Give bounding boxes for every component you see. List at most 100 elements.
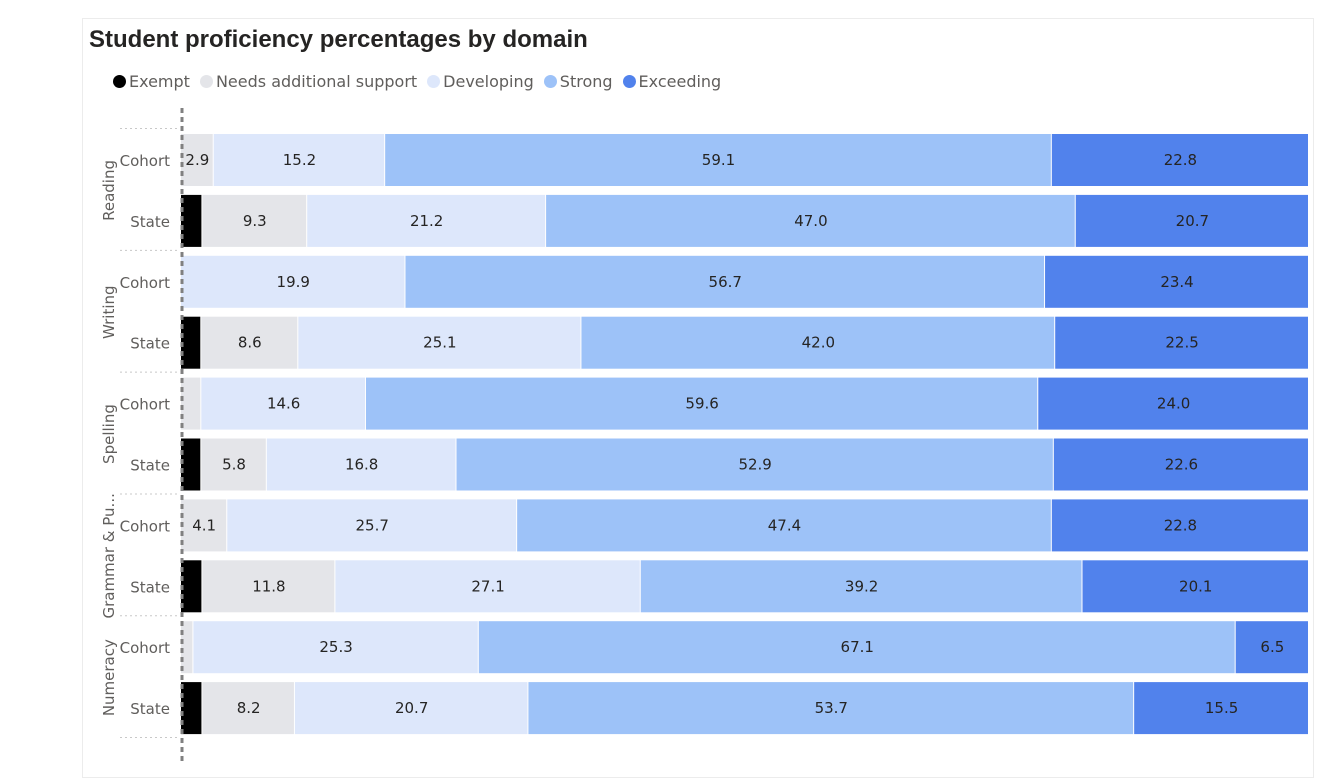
bar-reading-state-developing[interactable] bbox=[307, 194, 546, 247]
data-label-spelling-state-exceeding: 22.6 bbox=[1165, 456, 1198, 474]
data-label-writing-state-exceeding: 22.5 bbox=[1165, 334, 1198, 352]
data-label-reading-cohort-needs-additional-support: 2.9 bbox=[185, 151, 209, 169]
bar-grammar-pu-cohort-needs-additional-support[interactable] bbox=[181, 499, 227, 552]
data-label-reading-state-exceeding: 20.7 bbox=[1176, 212, 1209, 230]
data-label-numeracy-cohort-exceeding: 6.5 bbox=[1260, 638, 1284, 656]
bar-grammar-pu-state-strong[interactable] bbox=[640, 560, 1082, 613]
legend-item-needs-additional-support[interactable]: Needs additional support bbox=[199, 71, 418, 91]
data-label-numeracy-state-needs-additional-support: 8.2 bbox=[237, 699, 261, 717]
bar-numeracy-state-strong[interactable] bbox=[528, 682, 1134, 735]
bar-writing-state-developing[interactable] bbox=[298, 316, 581, 369]
row-label-numeracy-cohort: Cohort bbox=[120, 639, 171, 657]
bar-numeracy-cohort-developing[interactable] bbox=[193, 621, 478, 674]
data-label-spelling-cohort-strong: 59.6 bbox=[685, 395, 718, 413]
chart-title: Student proficiency percentages by domai… bbox=[89, 26, 588, 53]
bar-spelling-cohort-needs-additional-support[interactable] bbox=[181, 377, 201, 430]
legend-label-needs-additional-support: Needs additional support bbox=[215, 71, 418, 91]
bar-writing-state-exempt[interactable] bbox=[181, 316, 201, 369]
bar-grammar-pu-state-exceeding[interactable] bbox=[1082, 560, 1308, 613]
data-label-grammar-pu-cohort-developing: 25.7 bbox=[355, 516, 388, 534]
group-label-numeracy: Numeracy bbox=[100, 639, 118, 716]
data-label-writing-state-needs-additional-support: 8.6 bbox=[238, 334, 262, 352]
group-label-reading: Reading bbox=[100, 160, 118, 221]
bar-writing-cohort-exceeding[interactable] bbox=[1045, 255, 1308, 308]
data-label-spelling-cohort-developing: 14.6 bbox=[267, 395, 300, 413]
data-label-writing-cohort-strong: 56.7 bbox=[709, 273, 742, 291]
bar-reading-cohort-exceeding[interactable] bbox=[1051, 134, 1308, 186]
data-label-reading-cohort-exceeding: 22.8 bbox=[1164, 151, 1197, 169]
bar-reading-state-needs-additional-support[interactable] bbox=[202, 194, 307, 247]
bar-reading-state-exempt[interactable] bbox=[181, 194, 202, 247]
data-label-grammar-pu-cohort-needs-additional-support: 4.1 bbox=[192, 516, 216, 534]
group-label-writing: Writing bbox=[100, 285, 118, 339]
bar-spelling-cohort-strong[interactable] bbox=[365, 377, 1038, 430]
row-label-reading-cohort: Cohort bbox=[120, 152, 171, 170]
legend-swatch-exceeding bbox=[622, 74, 636, 88]
data-label-spelling-state-developing: 16.8 bbox=[345, 456, 378, 474]
legend-item-strong[interactable]: Strong bbox=[543, 71, 613, 91]
data-label-writing-state-developing: 25.1 bbox=[423, 334, 456, 352]
data-label-numeracy-state-strong: 53.7 bbox=[815, 699, 848, 717]
bar-grammar-pu-state-developing[interactable] bbox=[335, 560, 640, 613]
data-label-numeracy-state-exceeding: 15.5 bbox=[1205, 699, 1238, 717]
chart-legend: Exempt Needs additional support Developi… bbox=[113, 70, 727, 92]
bar-writing-cohort-developing[interactable] bbox=[181, 255, 405, 308]
legend-swatch-developing bbox=[427, 74, 441, 88]
bar-numeracy-cohort-needs-additional-support[interactable] bbox=[181, 621, 193, 674]
row-label-writing-cohort: Cohort bbox=[120, 274, 171, 292]
legend-item-exempt[interactable]: Exempt bbox=[113, 72, 190, 91]
bar-reading-cohort-needs-additional-support[interactable] bbox=[181, 134, 213, 186]
data-label-reading-cohort-developing: 15.2 bbox=[283, 151, 316, 169]
bar-spelling-cohort-developing[interactable] bbox=[201, 377, 365, 430]
bar-numeracy-state-exceeding[interactable] bbox=[1134, 682, 1308, 735]
data-label-numeracy-cohort-strong: 67.1 bbox=[841, 638, 874, 656]
bar-writing-cohort-strong[interactable] bbox=[405, 255, 1045, 308]
bar-numeracy-state-needs-additional-support[interactable] bbox=[202, 682, 294, 735]
data-label-spelling-state-strong: 52.9 bbox=[738, 456, 771, 474]
bar-grammar-pu-state-needs-additional-support[interactable] bbox=[202, 560, 335, 613]
bar-numeracy-cohort-exceeding[interactable] bbox=[1235, 621, 1308, 674]
data-label-grammar-pu-state-exceeding: 20.1 bbox=[1179, 577, 1212, 595]
legend-label-developing: Developing bbox=[443, 71, 534, 91]
bar-grammar-pu-state-exempt[interactable] bbox=[181, 560, 202, 613]
row-label-reading-state: State bbox=[130, 213, 170, 231]
bar-reading-cohort-strong[interactable] bbox=[385, 134, 1051, 186]
legend-swatch-exempt bbox=[113, 74, 126, 88]
bar-numeracy-state-developing[interactable] bbox=[294, 682, 528, 735]
legend-item-developing[interactable]: Developing bbox=[427, 72, 534, 91]
bar-grammar-pu-cohort-exceeding[interactable] bbox=[1051, 499, 1308, 552]
group-label-spelling: Spelling bbox=[100, 404, 118, 464]
bar-grammar-pu-cohort-developing[interactable] bbox=[227, 499, 517, 552]
data-label-reading-cohort-strong: 59.1 bbox=[702, 151, 735, 169]
bar-spelling-state-exempt[interactable] bbox=[181, 438, 201, 491]
bar-writing-state-exceeding[interactable] bbox=[1055, 316, 1308, 369]
data-label-writing-cohort-exceeding: 23.4 bbox=[1160, 273, 1193, 291]
legend-label-exceeding: Exceeding bbox=[638, 71, 722, 91]
legend-item-exceeding[interactable]: Exceeding bbox=[622, 71, 722, 91]
bar-reading-state-exceeding[interactable] bbox=[1075, 194, 1308, 247]
bar-reading-state-strong[interactable] bbox=[546, 194, 1075, 247]
bar-spelling-state-developing[interactable] bbox=[266, 438, 456, 491]
bar-writing-state-strong[interactable] bbox=[581, 316, 1055, 369]
row-label-writing-state: State bbox=[130, 335, 170, 353]
data-label-numeracy-cohort-developing: 25.3 bbox=[319, 638, 352, 656]
bar-reading-cohort-developing[interactable] bbox=[213, 134, 385, 186]
data-label-reading-state-developing: 21.2 bbox=[410, 212, 443, 230]
bar-grammar-pu-cohort-strong[interactable] bbox=[517, 499, 1051, 552]
bar-writing-state-needs-additional-support[interactable] bbox=[201, 316, 298, 369]
bar-numeracy-state-exempt[interactable] bbox=[181, 682, 202, 735]
row-label-spelling-state: State bbox=[130, 457, 170, 475]
data-label-grammar-pu-cohort-strong: 47.4 bbox=[768, 516, 801, 534]
data-label-writing-state-strong: 42.0 bbox=[802, 334, 835, 352]
bar-spelling-cohort-exceeding[interactable] bbox=[1038, 377, 1308, 430]
data-label-grammar-pu-cohort-exceeding: 22.8 bbox=[1164, 516, 1197, 534]
data-label-writing-cohort-developing: 19.9 bbox=[277, 273, 310, 291]
bar-numeracy-cohort-strong[interactable] bbox=[478, 621, 1235, 674]
bar-spelling-state-exceeding[interactable] bbox=[1053, 438, 1308, 491]
group-label-grammar-pu: Grammar & Pu... bbox=[100, 493, 118, 618]
bar-spelling-state-needs-additional-support[interactable] bbox=[201, 438, 266, 491]
legend-label-strong: Strong bbox=[559, 71, 613, 91]
data-label-numeracy-state-developing: 20.7 bbox=[395, 699, 428, 717]
bar-spelling-state-strong[interactable] bbox=[456, 438, 1053, 491]
